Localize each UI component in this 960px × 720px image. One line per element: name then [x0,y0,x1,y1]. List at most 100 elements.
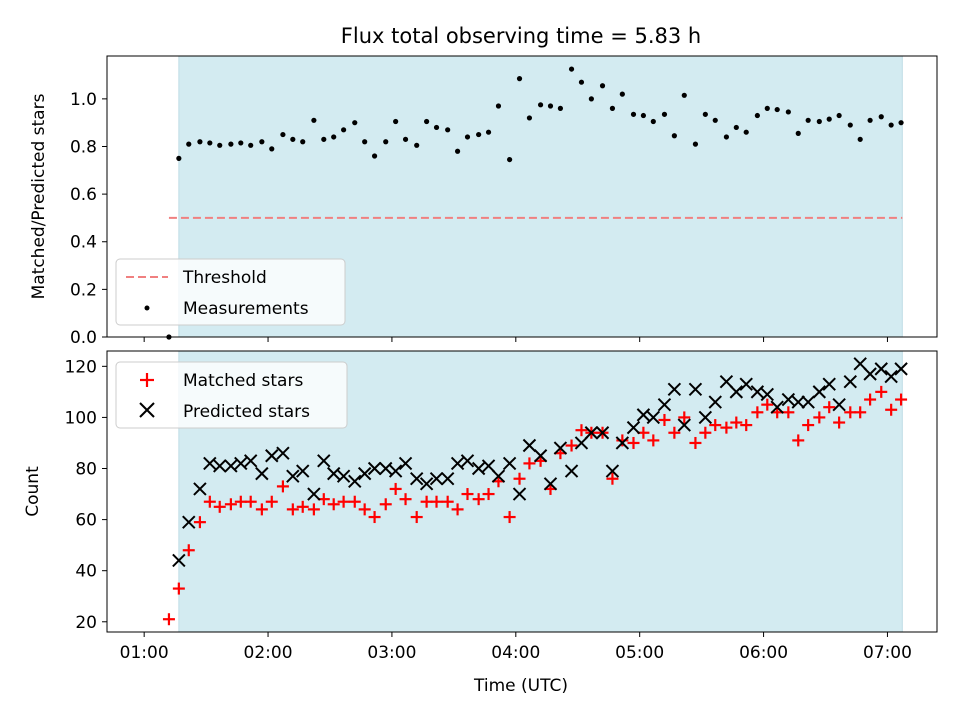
predicted-star-point [626,420,641,435]
measurement-point [547,103,554,109]
predicted-star-point [677,418,691,432]
measurement-point [785,109,791,115]
predicted-star-point [471,461,486,476]
matched-star-point [895,393,908,406]
matched-star-point [606,472,619,485]
legend-threshold-label: Threshold [182,268,267,288]
measurement-point [311,117,317,123]
measurement-point [424,118,430,125]
matched-star-point [224,498,237,511]
measurement-point [476,131,482,138]
predicted-star-point [234,456,248,471]
predicted-star-point [894,362,908,376]
x-tick-label: 03:00 [367,643,416,663]
predicted-star-point [460,454,475,468]
matched-stars-points [162,385,908,626]
predicted-star-point [481,459,496,473]
matched-star-point [730,416,743,429]
count-legend: Matched stars Predicted stars [115,361,348,429]
measurement-point [578,79,585,85]
predicted-star-point [750,385,765,399]
count-panel-frame [106,350,938,633]
measurement-point [269,146,275,152]
matched-star-point [441,495,454,508]
predicted-star-point [182,515,196,529]
predicted-star-point [801,395,815,409]
measurement-point [217,142,223,148]
predicted-star-point [379,461,393,476]
count-legend-box [115,361,348,429]
predicted-star-point [357,466,372,481]
ratio-legend: Threshold Measurements [115,258,346,326]
predicted-star-point [348,474,362,488]
ratio-x-ticks [143,337,888,342]
matched-star-point [792,434,805,447]
measurement-point [557,105,564,111]
matched-star-point [864,393,877,406]
matched-star-point [255,503,268,516]
matched-star-point [627,436,640,449]
legend-matched-label: Matched stars [183,371,303,391]
measurement-point [341,127,347,133]
matched-star-point [523,457,536,470]
matched-star-point [193,516,206,529]
y-tick-label: 120 [65,357,97,377]
measurement-point [207,140,213,146]
measurement-point [568,66,575,72]
matched-star-point [761,398,774,411]
measurement-point [259,139,265,145]
matched-star-point [668,426,681,439]
matched-star-point [348,495,361,508]
measurement-point [290,136,296,142]
predicted-star-point [491,469,506,483]
matched-star-point [307,503,320,516]
predicted-star-point [698,410,713,425]
ratio-legend-box [115,258,346,326]
predicted-star-point [615,436,630,450]
measurement-point [681,92,687,98]
predicted-star-point [708,395,722,409]
predicted-star-point [584,426,599,440]
y-tick-label: 0.6 [70,185,97,205]
count-y-axis-label: Count [23,466,43,517]
matched-star-point [172,582,185,595]
legend-predicted-label: Predicted stars [183,402,310,422]
predicted-star-point [265,449,279,463]
time-x-axis: 01:00 02:00 03:00 04:00 05:00 06:00 07:00 [120,632,912,663]
matched-star-point [699,426,712,439]
predicted-star-point [843,374,857,389]
matched-star-point [565,439,578,452]
matched-star-point [513,472,526,485]
ratio-y-axis-label: Matched/Predicted stars [29,93,49,299]
predicted-star-point [636,408,651,422]
predicted-star-point [574,436,589,450]
predicted-star-point [276,446,290,460]
predicted-star-point [255,466,269,481]
measurement-point [702,111,708,117]
matched-star-point [616,434,629,447]
y-tick-label: 0.4 [70,233,97,253]
measurement-point [888,122,894,128]
measurement-point [454,148,461,154]
y-tick-label: 0.0 [70,328,97,348]
measurement-point [371,153,378,159]
measurement-point [248,142,254,148]
matched-star-point [337,495,350,508]
y-tick-label: 1.0 [70,90,97,110]
y-tick-label: 60 [75,511,97,531]
matched-star-point [379,498,392,511]
predicted-star-point [595,426,610,440]
measurement-point [321,136,327,142]
matched-star-point [410,511,423,524]
predicted-star-point [832,397,846,412]
predicted-star-point [739,377,753,391]
matched-star-point [451,503,464,516]
matched-star-point [823,401,836,414]
predicted-star-point [863,367,877,381]
predicted-star-point [512,487,527,501]
measurement-point [280,131,286,138]
x-tick-label: 07:00 [863,643,912,663]
measurement-point [650,118,656,125]
predicted-star-point [781,392,796,407]
